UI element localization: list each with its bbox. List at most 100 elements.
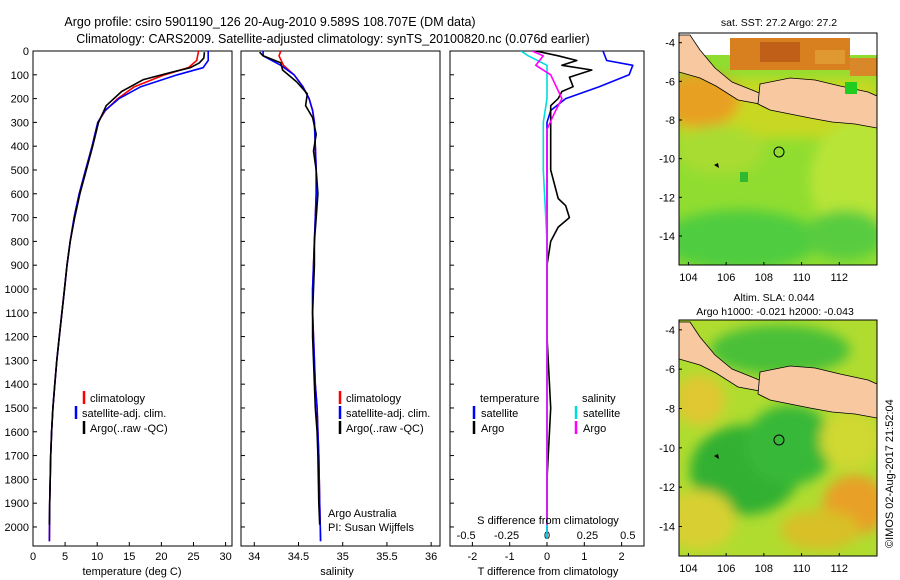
depth-tick-label: 1000 <box>5 284 29 296</box>
depth-tick-label: 1300 <box>5 355 29 367</box>
difference-x-axis: -2 -1 0 1 2-0.5 -0.25 0 0.25 0.5 <box>450 50 635 563</box>
depth-tick-label: 0 <box>23 46 29 58</box>
x-tick-label: 36 <box>425 551 437 563</box>
sst-green-cell <box>845 82 857 94</box>
x-tick-label: 35 <box>337 551 349 563</box>
legend-label-climatology: climatology <box>90 393 146 405</box>
sst-map-title: sat. SST: 27.2 Argo: 27.2 <box>721 17 837 29</box>
map-lat-label: -8 <box>665 404 675 416</box>
map-lat-label: -6 <box>665 364 675 376</box>
map-lat-label: -6 <box>665 76 675 88</box>
map-lat-label: -10 <box>659 443 675 455</box>
legend-label-argo: Argo(..raw -QC) <box>346 423 424 435</box>
x-tick-label: 15 <box>123 551 135 563</box>
legend-label-climatology: climatology <box>346 393 402 405</box>
sla-map-axes: 104 106 108 110 112 -4 -6 -8 -10 -12 -14 <box>659 325 848 575</box>
salinity-legend: climatology satellite-adj. clim. Argo(..… <box>338 391 430 435</box>
depth-axis: 0 100 200 300 400 500 600 700 800 900 1000 1100 1200… <box>5 46 37 534</box>
difference-panel: -2 -1 0 1 2-0.5 -0.25 0 0.25 0.5 temperature sat… <box>449 50 645 578</box>
legend-label-t-satellite: satellite <box>481 408 518 420</box>
x-tick-label: 20 <box>155 551 167 563</box>
salinity-x-label: salinity <box>320 566 354 578</box>
x-tick-label: -2 <box>467 551 477 563</box>
sla-map-title: Altim. SLA: 0.044 <box>733 292 814 304</box>
depth-tick-label: 1100 <box>5 308 29 320</box>
temperature-x-label: temperature (deg C) <box>82 566 181 578</box>
s-diff-tick-label: 0.25 <box>577 530 598 542</box>
credit-producer: Argo Australia <box>328 508 397 520</box>
map-lon-label: 104 <box>679 563 697 575</box>
depth-tick-label: 1500 <box>5 403 29 415</box>
x-tick-label: 35.5 <box>376 551 397 563</box>
x-tick-label: 5 <box>62 551 68 563</box>
sst-map-axes: 104 106 108 110 112 -4 -6 -8 -10 -12 -14 <box>659 38 848 284</box>
x-tick-label: 34.5 <box>288 551 309 563</box>
temperature-x-axis: 0 5 10 15 20 25 30 <box>30 542 232 563</box>
x-tick-label: 34 <box>248 551 260 563</box>
temperature-legend: climatology satellite-adj. clim. Argo(..… <box>74 391 168 435</box>
argo-position-marker <box>773 434 785 446</box>
legend-label-s-satellite: satellite <box>583 408 620 420</box>
map-lon-label: 108 <box>755 563 773 575</box>
sst-map-field <box>679 33 877 265</box>
legend-label-satellite: satellite-adj. clim. <box>346 408 430 420</box>
x-tick-label: 10 <box>91 551 103 563</box>
temperature-series <box>48 51 209 542</box>
depth-tick-label: 1700 <box>5 451 29 463</box>
legend-title-temperature: temperature <box>480 393 539 405</box>
depth-tick-label: 300 <box>11 117 29 129</box>
series-line-s-argo <box>531 51 563 525</box>
depth-tick-label: 400 <box>11 141 29 153</box>
temperature-panel: 0100200300400500600700800900100011001200… <box>5 46 233 578</box>
legend-label-s-argo: Argo <box>583 423 606 435</box>
temperature-difference-label: T difference from climatology <box>478 566 619 578</box>
x-tick-label: -1 <box>505 551 515 563</box>
s-diff-tick-label: -0.5 <box>457 530 476 542</box>
map-lon-label: 112 <box>831 563 849 575</box>
map-lat-label: -4 <box>665 38 675 50</box>
sla-map-subtitle: Argo h1000: -0.021 h2000: -0.043 <box>696 306 854 318</box>
salinity-series <box>259 51 322 542</box>
java-land <box>757 365 877 419</box>
difference-legend: temperature satellite Argo salinity sate… <box>472 393 620 435</box>
map-lat-label: -12 <box>659 482 675 494</box>
depth-tick-label: 2000 <box>5 522 29 534</box>
depth-tick-label: 600 <box>11 189 29 201</box>
salinity-panel: 34 34.5 35 35.5 36 climatology satellite-adj… <box>240 50 441 578</box>
map-lon-label: 106 <box>717 272 735 284</box>
map-lat-label: -12 <box>659 192 675 204</box>
map-lat-label: -14 <box>659 231 675 243</box>
legend-label-argo: Argo(..raw -QC) <box>90 423 168 435</box>
legend-label-satellite: satellite-adj. clim. <box>82 408 166 420</box>
legend-title-salinity: salinity <box>582 393 616 405</box>
sla-map-frame <box>678 319 878 557</box>
argo-position-marker <box>773 146 785 158</box>
map-lon-label: 104 <box>679 272 697 284</box>
map-lon-label: 108 <box>755 272 773 284</box>
map-lon-label: 110 <box>793 272 811 284</box>
series-line-argo-raw-qc <box>259 51 321 525</box>
difference-series <box>520 51 634 539</box>
x-tick-label: 30 <box>219 551 231 563</box>
map-lon-label: 110 <box>793 563 811 575</box>
sla-map-field <box>679 320 877 556</box>
credit-pi: PI: Susan Wijffels <box>328 522 414 534</box>
depth-tick-label: 1200 <box>5 332 29 344</box>
depth-tick-label: 900 <box>11 260 29 272</box>
legend-label-t-argo: Argo <box>481 423 504 435</box>
s-diff-tick-label: -0.25 <box>494 530 519 542</box>
map-lon-label: 112 <box>831 272 849 284</box>
depth-tick-label: 1900 <box>5 498 29 510</box>
salinity-difference-label: S difference from climatology <box>477 515 619 527</box>
series-line-argo-raw-qc <box>48 52 206 525</box>
depth-tick-label: 200 <box>11 94 29 106</box>
x-tick-label: 1 <box>581 551 587 563</box>
x-tick-label: 0 <box>30 551 36 563</box>
x-tick-label: 2 <box>619 551 625 563</box>
depth-tick-label: 800 <box>11 236 29 248</box>
depth-tick-label: 500 <box>11 165 29 177</box>
sst-map-panel: sat. SST: 27.2 Argo: 27.2 10 <box>659 17 878 284</box>
salinity-plot-frame <box>240 50 441 547</box>
map-lat-label: -4 <box>665 325 675 337</box>
